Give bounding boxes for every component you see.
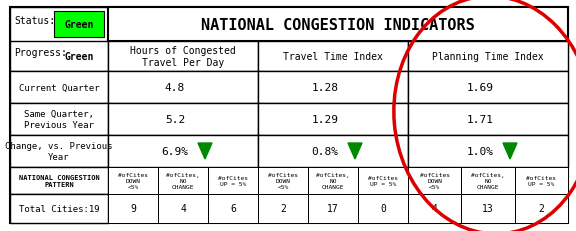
Bar (308, 167, 358, 194)
Bar (258, 72, 408, 103)
Bar (10, 42, 108, 72)
Text: 1.71: 1.71 (467, 115, 494, 125)
Bar (158, 194, 208, 223)
Text: 1.69: 1.69 (467, 83, 494, 93)
Bar (54, 46, 104, 68)
Bar (408, 103, 568, 135)
Text: #ofCites
DOWN
<5%: #ofCites DOWN <5% (420, 173, 450, 189)
Polygon shape (348, 143, 362, 159)
Bar (408, 72, 568, 103)
Bar (208, 194, 258, 223)
Text: 0: 0 (380, 204, 386, 214)
Text: 5.2: 5.2 (165, 115, 185, 125)
Text: Progress:: Progress: (14, 48, 67, 58)
Bar (108, 8, 568, 42)
Text: #ofCites
DOWN
<5%: #ofCites DOWN <5% (268, 173, 298, 189)
Bar (408, 42, 568, 72)
Text: #ofCites
UP = 5%: #ofCites UP = 5% (368, 175, 398, 186)
Bar (258, 42, 408, 72)
Bar (10, 103, 108, 135)
Text: 6: 6 (230, 204, 236, 214)
Bar (158, 167, 208, 194)
Text: Green: Green (65, 20, 94, 30)
Text: Status:: Status: (14, 16, 55, 26)
Bar (108, 135, 258, 167)
Text: Travel Time Index: Travel Time Index (283, 52, 383, 62)
Polygon shape (503, 143, 517, 159)
Bar (108, 42, 258, 72)
Text: 0.8%: 0.8% (312, 146, 339, 156)
Bar (308, 194, 358, 223)
Text: 13: 13 (482, 204, 494, 214)
Text: #ofCites
UP = 5%: #ofCites UP = 5% (218, 175, 248, 186)
Bar (10, 167, 108, 194)
Text: 9: 9 (130, 204, 136, 214)
Bar (10, 72, 108, 103)
Text: Total Cities:19: Total Cities:19 (18, 204, 99, 213)
Bar (408, 194, 461, 223)
Text: Planning Time Index: Planning Time Index (432, 52, 544, 62)
Bar (108, 72, 258, 103)
Bar (10, 135, 108, 167)
Bar (108, 103, 258, 135)
Bar (408, 167, 461, 194)
Text: #ofCites,
NO
CHANGE: #ofCites, NO CHANGE (166, 173, 200, 189)
Text: 2: 2 (280, 204, 286, 214)
Bar (10, 8, 108, 72)
Text: NATIONAL CONGESTION
PATTERN: NATIONAL CONGESTION PATTERN (18, 174, 100, 187)
Text: 4: 4 (180, 204, 186, 214)
Bar (258, 194, 308, 223)
Text: #ofCites
UP = 5%: #ofCites UP = 5% (526, 175, 556, 186)
Bar (358, 167, 408, 194)
Bar (358, 194, 408, 223)
Bar (515, 167, 568, 194)
Bar (258, 135, 408, 167)
Bar (108, 194, 158, 223)
Bar (258, 167, 308, 194)
Bar (10, 194, 108, 223)
Bar (408, 135, 568, 167)
Text: #ofCites
DOWN
<5%: #ofCites DOWN <5% (118, 173, 148, 189)
Text: 4.8: 4.8 (165, 83, 185, 93)
Polygon shape (198, 143, 212, 159)
Text: 6.9%: 6.9% (161, 146, 188, 156)
Text: 1.29: 1.29 (312, 115, 339, 125)
Bar (461, 194, 515, 223)
Text: Change, vs. Previous
Year: Change, vs. Previous Year (5, 142, 113, 161)
Text: Same Quarter,
Previous Year: Same Quarter, Previous Year (24, 110, 94, 129)
Text: 17: 17 (327, 204, 339, 214)
Text: 2: 2 (539, 204, 544, 214)
Text: Current Quarter: Current Quarter (18, 83, 99, 92)
Bar (515, 194, 568, 223)
Text: 1.0%: 1.0% (467, 146, 494, 156)
Bar (54, 12, 104, 38)
Text: #ofCites,
NO
CHANGE: #ofCites, NO CHANGE (316, 173, 350, 189)
Text: NATIONAL CONGESTION INDICATORS: NATIONAL CONGESTION INDICATORS (201, 17, 475, 32)
Bar (461, 167, 515, 194)
Text: Hours of Congested
Travel Per Day: Hours of Congested Travel Per Day (130, 46, 236, 67)
Text: #ofCites,
NO
CHANGE: #ofCites, NO CHANGE (471, 173, 505, 189)
Bar (258, 103, 408, 135)
Bar (108, 167, 158, 194)
Bar (208, 167, 258, 194)
Text: 4: 4 (432, 204, 438, 214)
Text: 1.28: 1.28 (312, 83, 339, 93)
Text: Green: Green (65, 52, 94, 62)
